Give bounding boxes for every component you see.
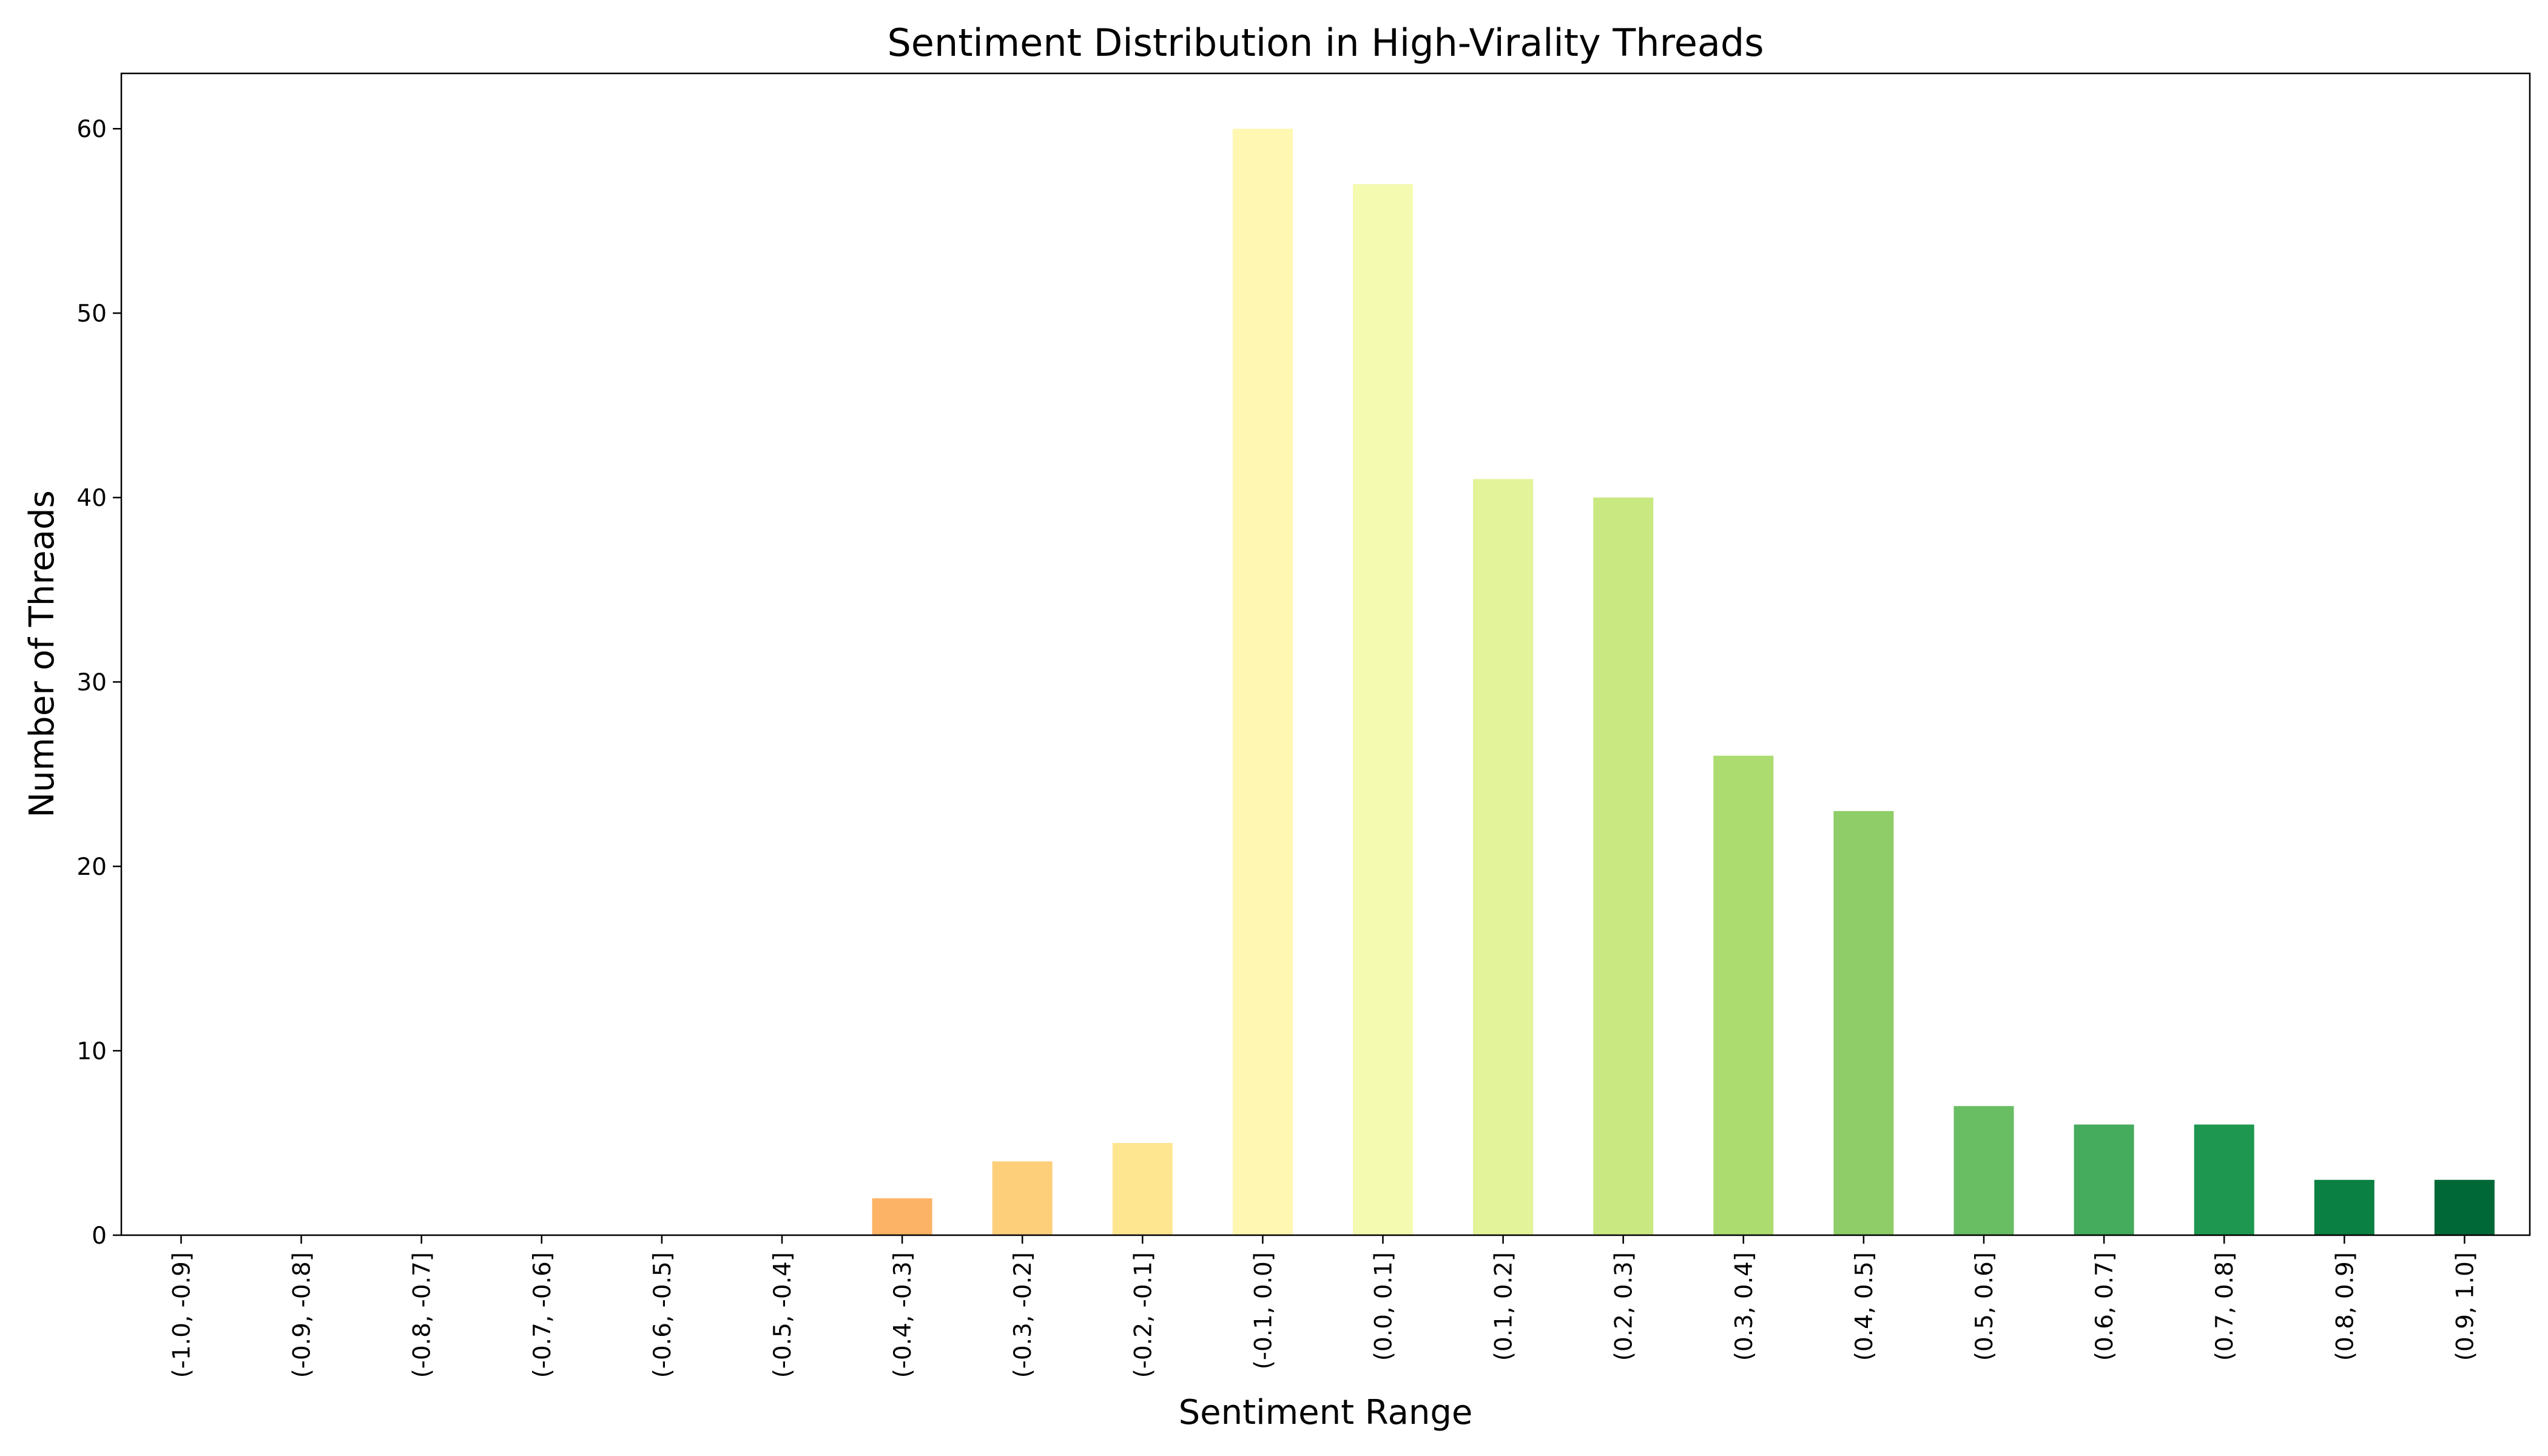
y-tick-label: 0 <box>92 1222 107 1250</box>
bar <box>1953 1106 2014 1235</box>
x-tick-label: (-0.6, -0.5] <box>649 1252 676 1378</box>
x-tick-label: (0.2, 0.3] <box>1611 1252 1638 1361</box>
bar <box>872 1198 932 1235</box>
x-tick-label: (-0.3, -0.2] <box>1009 1252 1037 1378</box>
bar <box>2074 1124 2134 1235</box>
bar <box>2314 1179 2374 1235</box>
bar <box>1833 811 1894 1235</box>
x-tick-label: (-0.9, -0.8] <box>289 1252 316 1378</box>
y-tick-label: 10 <box>76 1038 107 1065</box>
x-tick-label: (-0.2, -0.1] <box>1130 1252 1157 1378</box>
y-axis-label: Number of Threads <box>22 490 62 818</box>
x-tick-label: (0.6, 0.7] <box>2091 1252 2118 1361</box>
y-tick-label: 40 <box>76 485 107 512</box>
x-tick-label: (0.3, 0.4] <box>1731 1252 1758 1361</box>
x-tick-label: (0.8, 0.9] <box>2331 1252 2359 1361</box>
x-tick-label: (0.9, 1.0] <box>2452 1252 2479 1361</box>
x-tick-label: (-0.7, -0.6] <box>529 1252 556 1378</box>
bar <box>1353 184 1413 1235</box>
x-tick-label: (-0.1, 0.0] <box>1250 1252 1277 1369</box>
x-tick-label: (-0.8, -0.7] <box>409 1252 436 1378</box>
y-tick-label: 50 <box>76 300 107 328</box>
x-tick-label: (0.7, 0.8] <box>2211 1252 2239 1361</box>
x-tick-label: (0.5, 0.6] <box>1971 1252 1998 1361</box>
x-axis: (-1.0, -0.9] (-0.9, -0.8] (-0.8, -0.7] (-0.… <box>169 1235 2479 1378</box>
x-tick-label: (0.0, 0.1] <box>1370 1252 1398 1361</box>
chart-title: Sentiment Distribution in High-Virality … <box>887 21 1764 65</box>
y-tick-label: 20 <box>76 854 107 881</box>
x-tick-label: (-1.0, -0.9] <box>169 1252 196 1378</box>
bar <box>1473 479 1534 1236</box>
bars-group <box>872 129 2495 1236</box>
bar <box>992 1161 1053 1235</box>
bar <box>2194 1124 2254 1235</box>
x-tick-label: (0.4, 0.5] <box>1851 1252 1878 1361</box>
bar <box>1112 1143 1173 1235</box>
bar <box>1232 129 1293 1236</box>
bar <box>1713 755 1774 1235</box>
bar <box>1593 497 1654 1235</box>
bar <box>2434 1179 2495 1235</box>
plot-frame <box>120 72 2531 1236</box>
y-tick-label: 30 <box>76 669 107 696</box>
y-axis: 0 10 20 30 40 50 60 <box>76 116 121 1250</box>
x-tick-label: (0.1, 0.2] <box>1491 1252 1518 1361</box>
y-tick-label: 60 <box>76 116 107 143</box>
x-tick-label: (-0.4, -0.3] <box>889 1252 917 1378</box>
x-tick-label: (-0.5, -0.4] <box>769 1252 797 1378</box>
x-axis-label: Sentiment Range <box>1179 1393 1473 1432</box>
